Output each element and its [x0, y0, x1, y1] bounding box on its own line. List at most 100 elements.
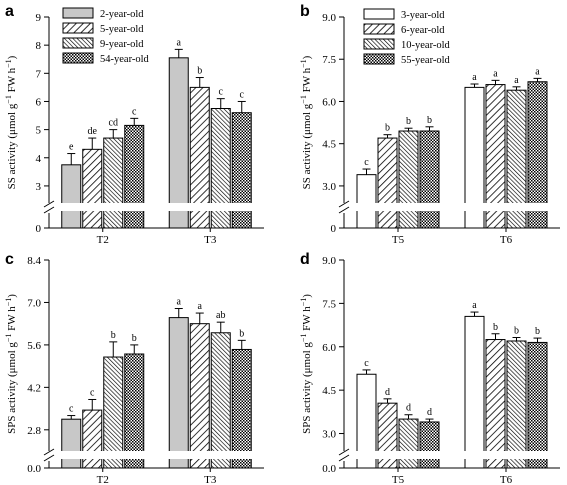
bar-break-gap — [356, 451, 377, 459]
significance-letter: c — [90, 387, 95, 398]
bar-break-gap — [210, 203, 232, 211]
bar-break-gap — [464, 203, 485, 211]
bar — [398, 418, 419, 469]
significance-letter: a — [177, 37, 182, 48]
legend-swatch — [62, 37, 94, 49]
bar — [485, 339, 506, 469]
y-axis-label: SPS activity (μmol g−1 FW h−1) — [4, 294, 18, 434]
significance-letter: c — [364, 157, 369, 168]
significance-letter: b — [385, 123, 390, 134]
bar — [61, 164, 82, 229]
significance-letter: c — [240, 89, 245, 100]
category-label: T6 — [500, 474, 513, 485]
significance-letter: c — [219, 87, 224, 98]
significance-letter: c — [132, 106, 137, 117]
category-label: T5 — [392, 474, 405, 485]
legend-swatch — [363, 23, 395, 35]
category-label: T3 — [204, 234, 217, 246]
bar — [124, 353, 145, 469]
bar-break-gap — [506, 451, 527, 459]
axis-break-mark — [338, 454, 350, 462]
bar — [82, 148, 103, 229]
y-tick-label: 6.0 — [322, 96, 336, 108]
legend-label: 5-year-old — [100, 24, 144, 35]
significance-letter: e — [69, 142, 74, 153]
y-axis-label: SPS activity (μmol g−1 FW h−1) — [299, 294, 313, 434]
bar-break-gap — [356, 203, 377, 211]
axis-break-mark — [43, 200, 55, 208]
y-tick-label: 5 — [36, 125, 42, 137]
bar-break-gap — [231, 203, 253, 211]
bar-break-gap — [506, 203, 527, 211]
y-tick-label: 4.5 — [322, 385, 336, 397]
significance-letter: a — [493, 68, 498, 79]
y-tick-label: 2.8 — [27, 425, 41, 437]
bar-break-gap — [377, 203, 398, 211]
bar — [189, 323, 210, 469]
legend-swatch — [62, 52, 94, 64]
bar-break-gap — [102, 203, 124, 211]
legend-label: 54-year-old — [100, 54, 150, 65]
bar-break-gap — [189, 203, 211, 211]
legend-swatch — [363, 38, 395, 50]
y-tick-label: 8 — [36, 40, 42, 52]
y-tick-label: 7.5 — [322, 54, 336, 66]
significance-letter: b — [535, 326, 540, 337]
bar-break-gap — [398, 203, 419, 211]
legend-label: 10-year-old — [401, 40, 451, 51]
significance-letter: ab — [216, 310, 225, 321]
significance-letter: d — [427, 407, 432, 418]
y-tick-label: 4.2 — [27, 382, 41, 394]
significance-letter: b — [514, 326, 519, 337]
panel-label-a: a — [5, 3, 14, 20]
axis-break-mark — [338, 206, 350, 214]
panel-d: d 0.0 3.0 4.5 6.0 7.5 9.0 SPS activity (μmol g−… — [299, 251, 560, 485]
bar-break-gap — [123, 203, 145, 211]
y-tick-label: 7 — [36, 68, 42, 80]
bar — [464, 315, 485, 469]
category-label: T6 — [500, 234, 513, 246]
bar-break-gap — [60, 203, 82, 211]
axis-break-mark — [338, 448, 350, 456]
legend-swatch — [62, 7, 94, 19]
panel-label-c: c — [5, 251, 14, 268]
significance-letter: d — [385, 387, 390, 398]
bar — [210, 332, 231, 469]
bar — [103, 137, 124, 229]
bar-break-gap — [60, 451, 82, 459]
bar — [419, 130, 440, 229]
y-tick-label: 0.0 — [27, 463, 41, 475]
y-tick-label: 0 — [331, 223, 337, 235]
y-tick-label: 9.0 — [322, 255, 336, 267]
bar-break-gap — [419, 203, 440, 211]
significance-letter: b — [406, 116, 411, 127]
y-tick-label: 4 — [36, 153, 42, 165]
bar-break-gap — [81, 203, 103, 211]
panel-label-b: b — [300, 3, 310, 20]
bar — [124, 124, 145, 229]
legend-label: 6-year-old — [401, 25, 445, 36]
significance-letter: b — [111, 330, 116, 341]
bar-break-gap — [168, 451, 190, 459]
y-tick-label: 6.0 — [322, 342, 336, 354]
bar — [398, 130, 419, 229]
bar — [506, 340, 527, 469]
y-tick-label: 6 — [36, 96, 42, 108]
panel-c: c 0.0 2.8 4.2 5.6 7.0 8.4 SPS activity (μmol g−… — [4, 251, 264, 485]
legend-swatch — [363, 8, 395, 20]
bar-break-gap — [527, 451, 548, 459]
legend-label: 2-year-old — [100, 9, 144, 20]
panel-label-d: d — [300, 251, 310, 268]
bar — [82, 409, 103, 469]
category-label: T5 — [392, 234, 405, 246]
legend-label: 3-year-old — [401, 10, 445, 21]
bar-break-gap — [464, 451, 485, 459]
bar-break-gap — [419, 451, 440, 459]
bar-break-gap — [81, 451, 103, 459]
category-label: T2 — [97, 474, 109, 485]
legend: 2-year-old 5-year-old 9-year-old 54-year-ol… — [62, 7, 150, 65]
bar-break-gap — [485, 451, 506, 459]
bar — [377, 137, 398, 229]
panel-a: a 0 3 4 5 6 7 8 9 SS activity (μmol g−1 FW h−1) T2… — [4, 3, 264, 246]
y-tick-label: 5.6 — [27, 340, 41, 352]
